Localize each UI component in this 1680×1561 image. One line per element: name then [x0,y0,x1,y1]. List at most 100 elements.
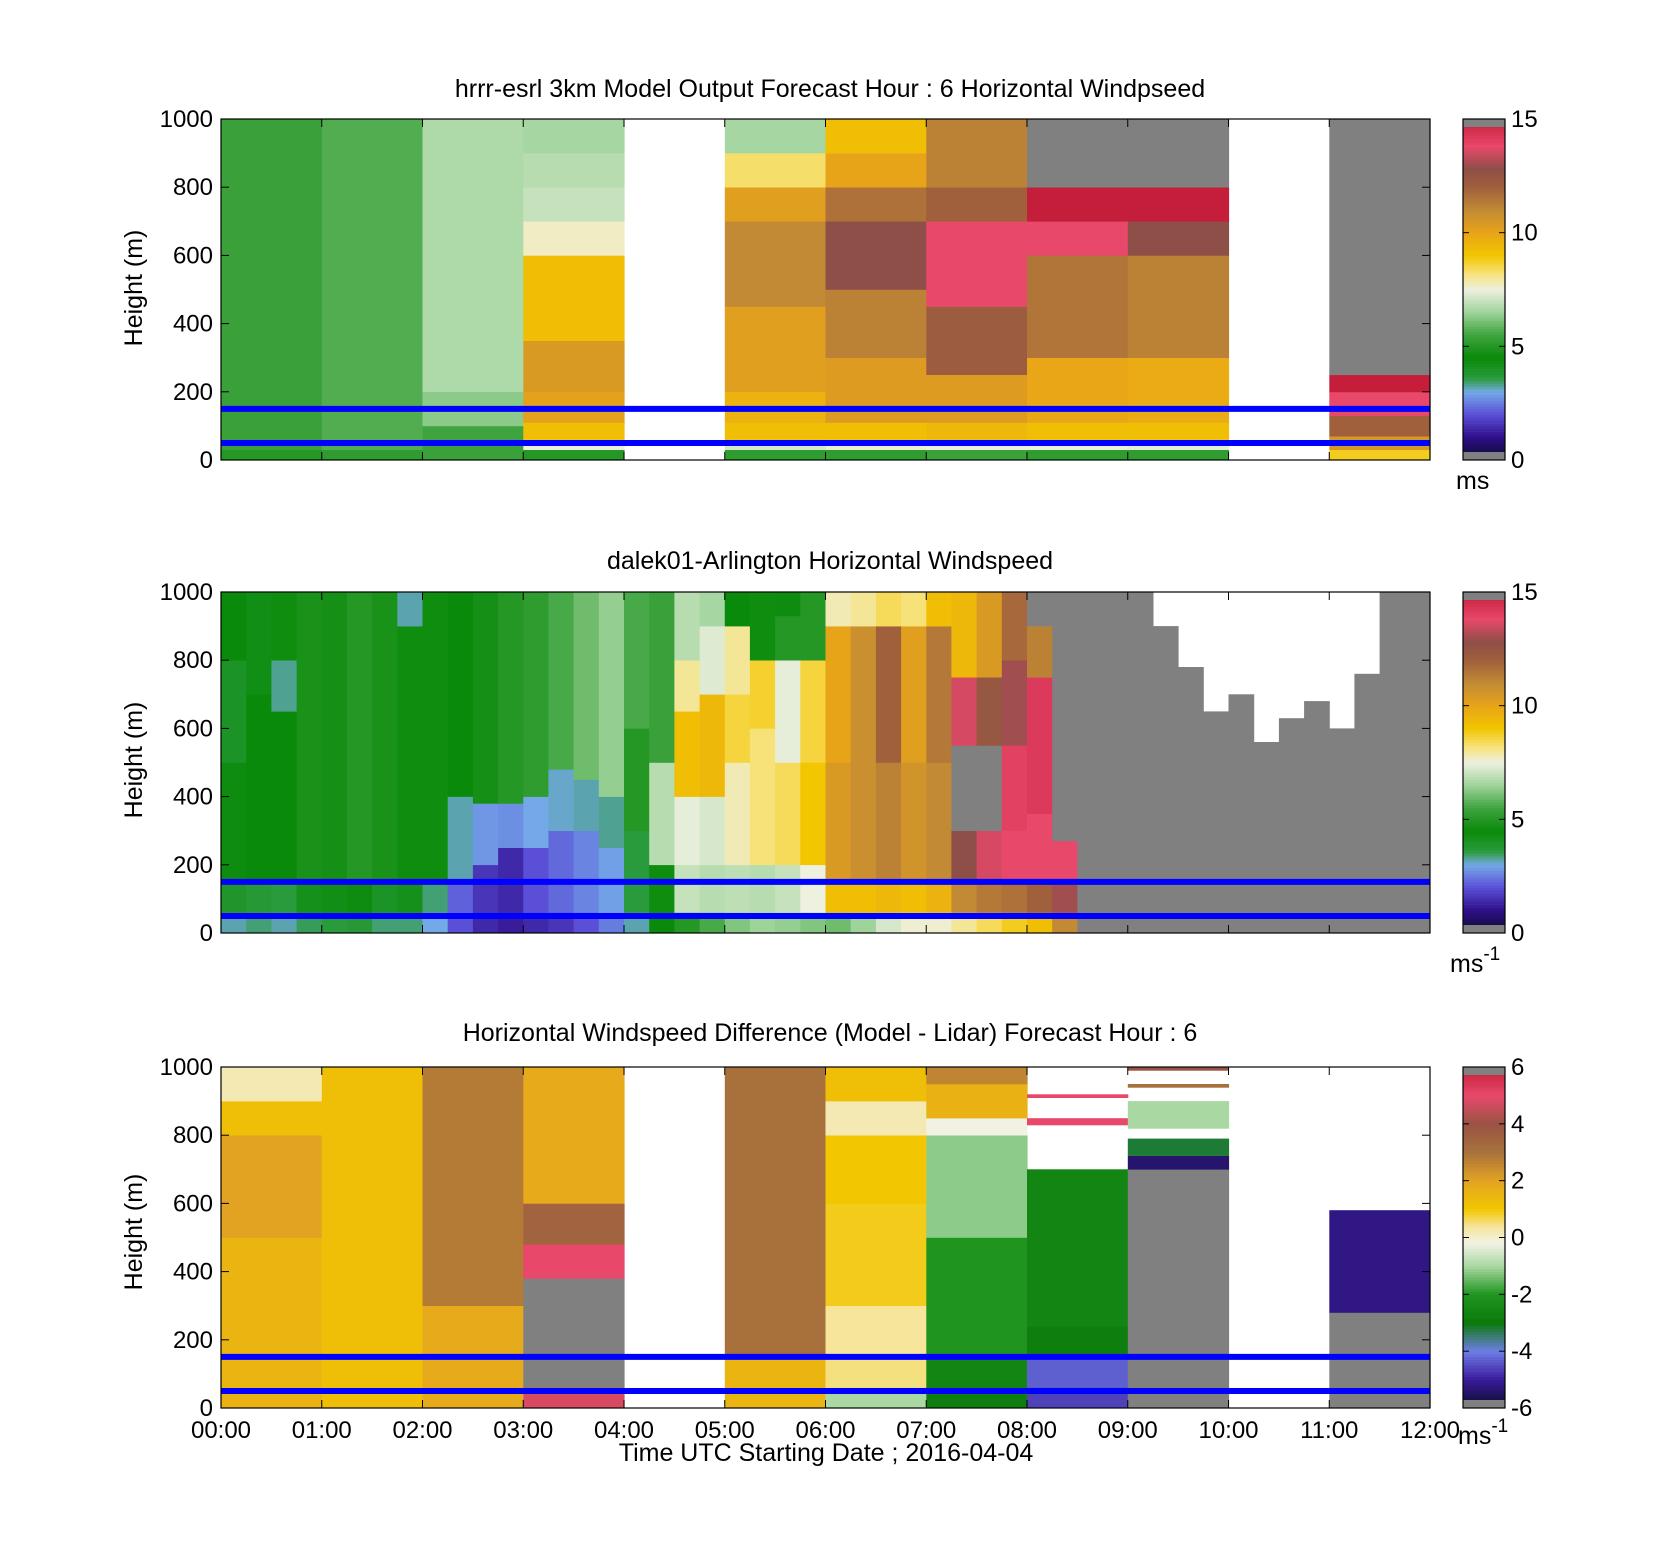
colorbar-swatch [1463,1169,1505,1173]
x-tick-label: 05:00 [695,1417,755,1444]
heatmap-cell [825,762,852,883]
heatmap-cell [699,626,726,695]
heatmap-cell [825,449,927,461]
colorbar-swatch [1463,1302,1505,1307]
heatmap-cell [1001,830,1028,883]
colorbar-swatch [1463,1351,1505,1355]
colorbar-swatch [1463,170,1505,174]
colorbar-swatch [1463,335,1505,339]
colorbar-swatch [1463,164,1505,168]
colorbar-swatch [1463,204,1505,208]
colorbar-swatch [1463,773,1505,778]
heatmap-cell [749,660,776,729]
panel-lidar-title: dalek01-Arlington Horizontal Windspeed [607,547,1053,575]
heatmap-cell [1077,881,1104,934]
colorbar-swatch [1463,711,1505,715]
colorbar-swatch [1463,1248,1505,1253]
heatmap-cell [926,119,1028,188]
colorbar-swatch [1463,1132,1505,1136]
colorbar-swatch [1463,731,1505,735]
colorbar-swatch [1463,867,1505,871]
colorbar-swatch [1463,901,1505,905]
colorbar-swatch [1463,386,1505,390]
colorbar-swatch [1463,887,1505,891]
colorbar-swatch [1463,1297,1505,1301]
colorbar-swatch [1463,295,1505,299]
colorbar-swatch [1463,742,1505,746]
colorbar-swatch [1463,212,1505,216]
colorbar-tick-label: 15 [1511,106,1538,133]
heatmap-cell [321,449,424,461]
colorbar-swatch [1463,1086,1505,1091]
colorbar-swatch [1463,609,1505,613]
colorbar-swatch [1463,1294,1505,1298]
heatmap-cell [674,796,701,866]
colorbar-swatch [1463,1194,1505,1199]
heatmap-cell [825,1067,927,1102]
heatmap-cell [850,626,877,763]
colorbar-swatch [1463,1149,1505,1153]
heatmap-cell [800,762,826,866]
heatmap-cell [624,592,650,729]
heatmap-cell [221,1101,323,1136]
y-tick-label: 1000 [160,579,213,606]
colorbar-swatch [1463,1135,1505,1139]
colorbar-swatch [1463,702,1505,706]
heatmap-cell [1052,881,1078,913]
colorbar-swatch [1463,805,1505,809]
colorbar-swatch [1463,1274,1505,1278]
colorbar-swatch [1463,1334,1505,1338]
colorbar-swatch [1463,127,1505,131]
colorbar-swatch [1463,292,1505,296]
panel-lidar-axes: 0 200 400 600 800 1000 [160,579,1431,947]
colorbar-swatch [1463,224,1505,228]
colorbar-swatch [1463,1206,1505,1210]
colorbar-swatch [1463,272,1505,276]
colorbar-swatch [1463,1339,1505,1343]
heatmap-cell [1001,745,1028,831]
colorbar-swatch [1463,844,1505,849]
colorbar-tick-label: 10 [1511,693,1538,720]
colorbar-swatch [1463,1283,1505,1287]
heatmap-cell [397,881,423,913]
heatmap-cell [1203,711,1229,934]
colorbar-swatch [1463,1214,1505,1218]
colorbar-swatch [1463,1220,1505,1224]
colorbar-swatch [1463,651,1505,655]
colorbar-swatch [1463,391,1505,395]
heatmap-cell [422,446,524,461]
colorbar-swatch [1463,1251,1505,1255]
heatmap-cell [1127,1101,1230,1129]
colorbar-swatch [1463,1078,1505,1082]
heatmap-cell [1329,728,1355,934]
heatmap-cell [724,864,751,913]
heatmap-cell [724,119,827,154]
panel-difference: Horizontal Windspeed Difference (Model -… [120,1019,1532,1467]
heatmap-cell [951,881,978,913]
heatmap-cell [1027,1326,1129,1358]
colorbar-swatch [1463,269,1505,273]
colorbar-swatch [1463,1345,1505,1349]
colorbar-swatch [1463,631,1505,635]
heatmap-cell [1027,187,1129,222]
colorbar-swatch [1463,1160,1505,1164]
colorbar-swatch [1463,756,1505,760]
colorbar-swatch [1463,813,1505,817]
colorbar-tick-label: -2 [1511,1281,1532,1308]
heatmap-cell [1127,592,1154,934]
y-tick-label: 400 [173,1259,213,1286]
heatmap-cell [749,728,776,866]
x-tick-label: 12:00 [1400,1417,1460,1444]
colorbar-swatch [1463,918,1505,922]
x-tick-label: 06:00 [795,1417,855,1444]
colorbar-missing-swatch [1463,1400,1505,1408]
colorbar-swatch [1463,232,1505,236]
colorbar-swatch [1463,1152,1505,1156]
colorbar-swatch [1463,700,1505,704]
colorbar-tick-label: 6 [1511,1054,1524,1081]
colorbar-swatch [1463,397,1505,401]
heatmap-cell [951,745,978,831]
colorbar-swatch [1463,643,1505,647]
panel-model-ylabel: Height (m) [120,230,148,347]
heatmap-cell [1253,742,1280,934]
